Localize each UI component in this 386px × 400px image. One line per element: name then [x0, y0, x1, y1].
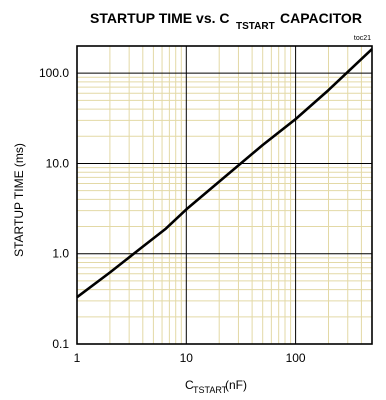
series-line — [76, 48, 373, 299]
y-tick-label: 100.0 — [39, 66, 69, 80]
chart-title: STARTUP TIME vs. C TSTART CAPACITOR — [90, 10, 362, 32]
chart-title-subscript: TSTART — [236, 21, 275, 32]
chart-title-main: STARTUP TIME vs. C — [90, 10, 230, 26]
x-axis-label-tail: (nF) — [225, 378, 247, 392]
chart-title-tail: CAPACITOR — [280, 10, 362, 26]
y-tick-label: 1.0 — [52, 247, 69, 261]
y-axis-label: STARTUP TIME (ms) — [12, 143, 26, 257]
x-axis-label: C TSTART (nF) — [185, 378, 247, 395]
series-layer — [76, 48, 373, 299]
grid — [77, 46, 372, 344]
tick-labels: 1 10 100 0.1 1.0 10.0 100.0 — [39, 66, 306, 365]
y-tick-label: 0.1 — [52, 337, 69, 351]
x-tick-label: 100 — [286, 351, 306, 365]
y-tick-label: 10.0 — [46, 156, 70, 170]
plot-frame — [76, 45, 373, 345]
x-tick-label: 10 — [180, 351, 194, 365]
x-axis-label-subscript: TSTART — [193, 385, 228, 395]
figure-tag: toc21 — [354, 35, 371, 42]
x-axis-label-main: C — [185, 378, 194, 392]
x-tick-label: 1 — [74, 351, 81, 365]
